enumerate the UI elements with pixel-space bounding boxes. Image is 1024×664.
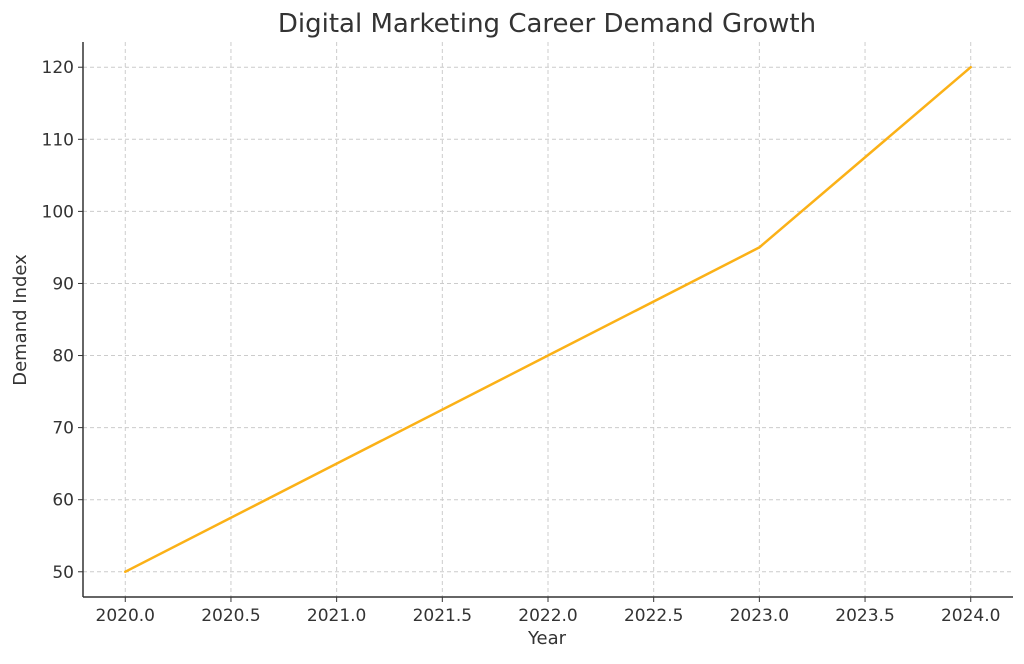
axes <box>78 42 1013 602</box>
grid-lines <box>83 42 1013 597</box>
chart-title: Digital Marketing Career Demand Growth <box>278 9 816 39</box>
y-tick-label: 60 <box>52 491 74 511</box>
x-tick-label: 2023.0 <box>730 606 789 626</box>
x-tick-label: 2020.0 <box>96 606 155 626</box>
x-tick-label: 2021.0 <box>307 606 366 626</box>
y-tick-label: 110 <box>42 130 74 150</box>
x-tick-label: 2024.0 <box>941 606 1000 626</box>
y-tick-label: 120 <box>42 58 74 78</box>
x-tick-label: 2022.5 <box>624 606 683 626</box>
x-tick-label: 2022.0 <box>518 606 577 626</box>
y-tick-label: 50 <box>52 563 74 583</box>
x-axis-label: Year <box>527 628 567 649</box>
y-tick-label: 80 <box>52 347 74 367</box>
y-tick-label: 70 <box>52 419 74 439</box>
y-tick-label: 90 <box>52 274 74 294</box>
y-tick-label: 100 <box>42 202 74 222</box>
x-tick-label: 2020.5 <box>201 606 260 626</box>
x-tick-label: 2023.5 <box>835 606 894 626</box>
y-axis-label: Demand Index <box>10 254 31 386</box>
x-tick-label: 2021.5 <box>413 606 472 626</box>
